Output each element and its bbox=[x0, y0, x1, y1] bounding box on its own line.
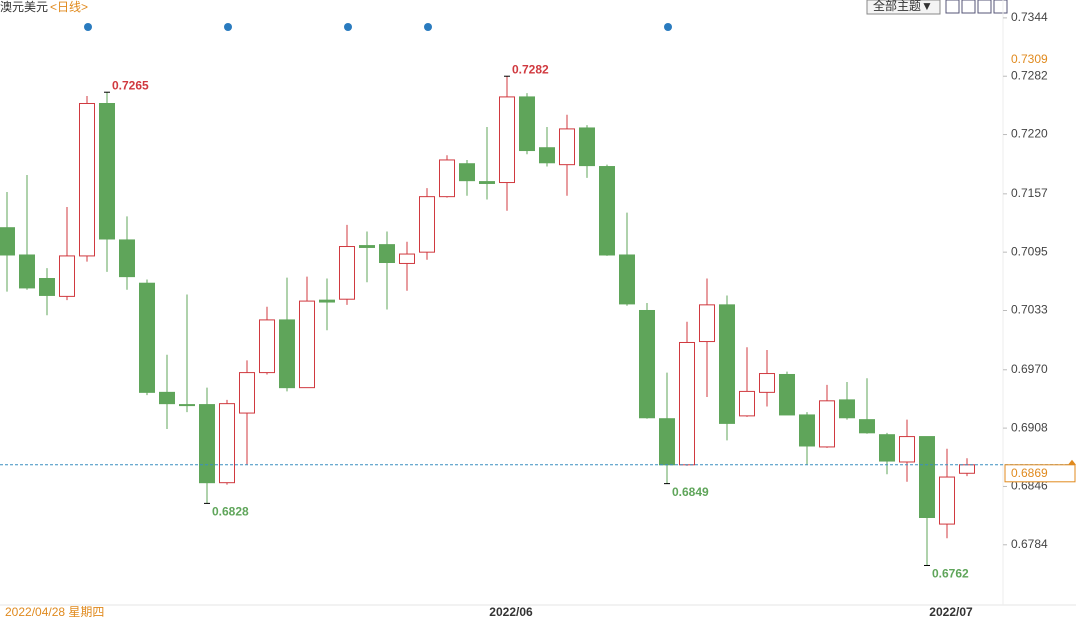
candle-body bbox=[0, 227, 15, 256]
candle-body bbox=[159, 391, 175, 405]
candle-body bbox=[839, 399, 855, 419]
candle-body bbox=[99, 102, 115, 240]
candle-body bbox=[179, 404, 195, 407]
candle-body bbox=[779, 373, 795, 416]
candle-body bbox=[699, 304, 715, 343]
last-price-label: 0.6869 bbox=[1011, 466, 1048, 480]
candle-body bbox=[579, 127, 595, 167]
candle-body bbox=[439, 159, 455, 198]
candle-body bbox=[919, 436, 935, 518]
y-tick-label: 0.7095 bbox=[1011, 244, 1048, 258]
low-label: 0.6849 bbox=[672, 485, 709, 499]
candle-body bbox=[879, 434, 895, 462]
candle-body bbox=[279, 319, 295, 389]
candle-body bbox=[459, 163, 475, 182]
ref-price-label: 0.7309 bbox=[1011, 52, 1048, 66]
candle-body bbox=[379, 244, 395, 264]
candle-body bbox=[759, 373, 775, 393]
candle-body bbox=[219, 403, 235, 484]
theme-button-label[interactable]: 全部主题▼ bbox=[873, 0, 933, 13]
event-marker[interactable] bbox=[344, 23, 352, 31]
y-tick-label: 0.7033 bbox=[1011, 303, 1048, 317]
candle-body bbox=[259, 319, 275, 374]
candle-body bbox=[819, 400, 835, 448]
event-marker[interactable] bbox=[224, 23, 232, 31]
last-price-box bbox=[1004, 464, 1076, 483]
high-label: 0.7265 bbox=[112, 78, 149, 92]
toolbar: 全部主题▼ bbox=[866, 0, 1008, 15]
high-label: 0.7282 bbox=[512, 62, 549, 76]
event-markers bbox=[84, 23, 672, 31]
candle-body bbox=[719, 304, 735, 424]
theme-button[interactable] bbox=[866, 0, 941, 15]
y-tick-label: 0.6784 bbox=[1011, 537, 1048, 551]
candle-body bbox=[899, 436, 915, 463]
candle-body bbox=[499, 96, 515, 184]
candle-body bbox=[359, 245, 375, 248]
y-tick-label: 0.7282 bbox=[1011, 68, 1048, 82]
candle-body bbox=[939, 476, 955, 525]
tool-icon[interactable] bbox=[961, 0, 976, 14]
candle-body bbox=[139, 282, 155, 393]
candle-body bbox=[399, 253, 415, 264]
candle-body bbox=[299, 300, 315, 389]
candle-body bbox=[619, 254, 635, 305]
candle-body bbox=[419, 196, 435, 253]
tool-icon[interactable] bbox=[993, 0, 1008, 14]
candle-body bbox=[59, 255, 75, 297]
candle-body bbox=[319, 299, 335, 303]
candle-body bbox=[659, 418, 675, 466]
chart-title: 澳元美元 bbox=[0, 0, 48, 14]
candle-body bbox=[519, 96, 535, 152]
candle-body bbox=[339, 246, 355, 300]
tool-icon[interactable] bbox=[977, 0, 992, 14]
y-tick-label: 0.7344 bbox=[1011, 10, 1048, 24]
candle-body bbox=[599, 166, 615, 256]
event-marker[interactable] bbox=[84, 23, 92, 31]
low-label: 0.6828 bbox=[212, 505, 249, 519]
candle-body bbox=[239, 372, 255, 414]
x-tick-label: 2022/06 bbox=[489, 605, 533, 619]
candle-body bbox=[39, 278, 55, 296]
candle-body bbox=[799, 414, 815, 447]
candle-body bbox=[739, 390, 755, 417]
candle-body bbox=[79, 102, 95, 257]
candle-body bbox=[559, 128, 575, 166]
candle-body bbox=[19, 254, 35, 289]
candle-body bbox=[639, 309, 655, 419]
candle-body bbox=[119, 239, 135, 278]
candle-body bbox=[539, 147, 555, 164]
x-tick-label: 2022/07 bbox=[929, 605, 973, 619]
chart-period: <日线> bbox=[50, 0, 88, 14]
y-tick-label: 0.6970 bbox=[1011, 362, 1048, 376]
candle-body bbox=[479, 181, 495, 184]
candle-body bbox=[199, 404, 215, 484]
candle-body bbox=[679, 341, 695, 466]
y-tick-label: 0.6908 bbox=[1011, 420, 1048, 434]
low-label: 0.6762 bbox=[932, 567, 969, 581]
last-price-arrow bbox=[1068, 459, 1076, 465]
candle-body bbox=[959, 464, 975, 474]
candle-body bbox=[859, 419, 875, 434]
event-marker[interactable] bbox=[664, 23, 672, 31]
date-label: 2022/04/28 星期四 bbox=[5, 605, 104, 619]
y-tick-label: 0.7157 bbox=[1011, 186, 1048, 200]
event-marker[interactable] bbox=[424, 23, 432, 31]
y-tick-label: 0.7220 bbox=[1011, 127, 1048, 141]
tool-icon[interactable] bbox=[945, 0, 960, 14]
